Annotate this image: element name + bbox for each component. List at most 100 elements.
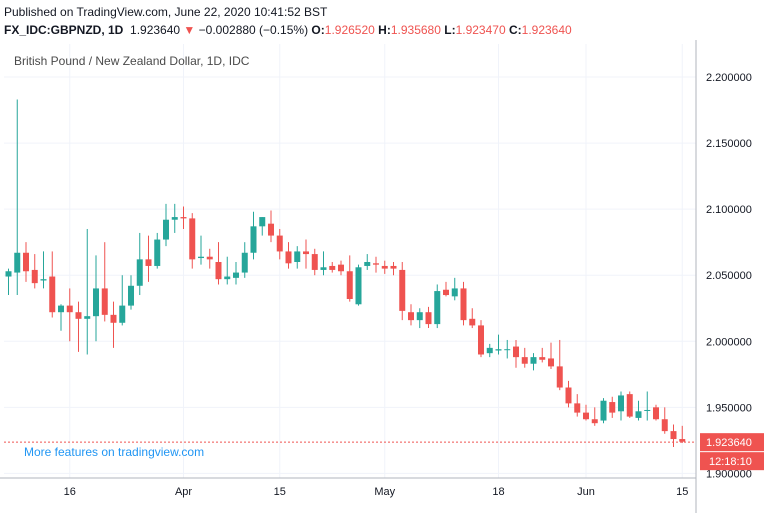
candle: [679, 425, 686, 444]
candle-body: [504, 349, 511, 351]
candles: [5, 99, 686, 447]
chart-header: Published on TradingView.com, June 22, 2…: [4, 3, 572, 39]
candle: [285, 242, 292, 269]
x-tick-label: May: [374, 486, 395, 498]
candle-body: [285, 251, 292, 264]
candle-body: [338, 264, 344, 272]
candle: [600, 398, 607, 424]
candle-body: [565, 387, 572, 404]
change-value: −0.002880 (−0.15%): [198, 23, 309, 37]
candle-body: [346, 271, 353, 299]
candle: [670, 424, 677, 447]
candle-body: [618, 395, 624, 412]
candle-body: [548, 358, 554, 367]
candle: [329, 262, 336, 273]
candle: [539, 347, 546, 363]
candle-body: [189, 218, 196, 260]
candle-body: [635, 411, 642, 418]
candle-body: [320, 267, 327, 270]
candle-body: [31, 269, 38, 284]
candle-body: [66, 305, 73, 313]
candle: [574, 394, 581, 417]
candlestick-chart[interactable]: 2.200000 2.150000 2.100000 2.050000 2.000000…: [0, 40, 771, 513]
x-tick-label: 18: [492, 486, 504, 498]
candle-body: [93, 288, 99, 317]
candle: [311, 248, 318, 276]
candle-body: [591, 419, 598, 424]
candle: [49, 251, 56, 318]
candle-body: [408, 312, 414, 321]
chart-frame[interactable]: 2.200000 2.150000 2.100000 2.050000 2.000000…: [0, 40, 771, 513]
candle: [294, 246, 301, 269]
candle-body: [469, 318, 476, 326]
candle: [504, 339, 511, 359]
low-value: 1.923470: [455, 23, 506, 37]
candle-body: [241, 252, 248, 273]
candle-body: [521, 357, 528, 364]
candle-body: [661, 419, 668, 432]
candle-body: [626, 394, 633, 417]
candle-body: [171, 217, 178, 220]
candle: [355, 264, 362, 306]
candle: [626, 391, 633, 418]
candle: [364, 254, 371, 270]
promo-link[interactable]: More features on tradingview.com: [24, 445, 204, 459]
candle: [399, 262, 406, 321]
candle: [338, 260, 344, 276]
candle-body: [530, 357, 537, 364]
countdown-badge-text: 12:18:10: [709, 456, 752, 468]
candle-body: [84, 316, 91, 319]
candle: [215, 242, 222, 285]
candle-body: [14, 252, 21, 273]
candle: [276, 228, 283, 260]
candle: [434, 284, 441, 329]
close-label: C:: [508, 23, 522, 37]
candle: [303, 239, 309, 269]
x-tick-label: Apr: [175, 486, 192, 498]
symbol-label: FX_IDC:GBPNZD, 1D: [4, 23, 124, 37]
candle: [163, 203, 169, 247]
candle-body: [399, 269, 406, 311]
candle-body: [311, 254, 318, 270]
candle-body: [276, 235, 283, 252]
y-tick-label: 2.000000: [706, 336, 752, 348]
candle: [75, 301, 82, 352]
candle: [635, 400, 642, 421]
candle-body: [5, 271, 12, 277]
candle-body: [355, 267, 362, 305]
y-tick-label: 2.200000: [706, 72, 752, 84]
candle-body: [416, 312, 423, 321]
candle-body: [145, 259, 152, 266]
open-value: 1.926520: [324, 23, 375, 37]
candle: [31, 254, 38, 289]
candle: [189, 213, 196, 269]
y-tick-label: 2.050000: [706, 270, 752, 282]
close-value: 1.923640: [521, 23, 572, 37]
candle: [478, 320, 484, 358]
high-value: 1.935680: [390, 23, 441, 37]
candle: [250, 211, 257, 260]
candle-body: [679, 439, 686, 442]
last-price-value: 1.923640: [130, 23, 181, 37]
candle-body: [329, 265, 336, 270]
candle-body: [58, 305, 64, 313]
last-price-badge-text: 1.923640: [706, 437, 752, 449]
candle-body: [434, 291, 441, 325]
candle: [206, 248, 213, 269]
candle: [416, 308, 423, 329]
candle: [565, 380, 572, 408]
candle: [644, 391, 651, 421]
candle: [661, 407, 668, 434]
candle: [5, 268, 12, 296]
candle: [425, 306, 432, 329]
open-label: O:: [311, 23, 325, 37]
axes: 2.200000 2.150000 2.100000 2.050000 2.000000…: [0, 40, 764, 513]
candle-body: [128, 285, 134, 306]
candle: [259, 217, 266, 236]
candle: [346, 255, 353, 302]
candle: [373, 256, 379, 273]
candle: [171, 203, 178, 233]
candle-body: [670, 431, 677, 440]
x-tick-label: 15: [676, 486, 688, 498]
candle-body: [574, 403, 581, 413]
